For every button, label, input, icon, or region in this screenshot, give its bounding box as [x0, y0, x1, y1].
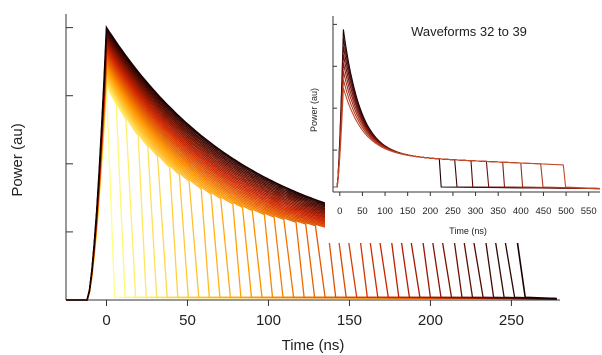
main-series-line [66, 57, 557, 301]
main-series-line [66, 56, 557, 301]
main-x-tick-label: 200 [418, 312, 443, 329]
inset-x-tick-label: 50 [357, 206, 368, 217]
main-series-line [66, 68, 557, 301]
inset-y-axis-label: Power (au) [309, 88, 319, 132]
inset-x-tick-label: 0 [337, 206, 342, 217]
main-series-line [66, 65, 557, 301]
main-axes: 0 50 100 150 200 250 [65, 14, 560, 329]
inset-x-tick-label: 300 [468, 206, 484, 217]
main-series-line [66, 66, 557, 301]
inset-x-axis-label: Time (ns) [449, 226, 487, 236]
main-series-line [66, 49, 557, 301]
inset-x-tick-label: 100 [377, 206, 393, 217]
main-series-line [66, 62, 557, 301]
main-x-tick-label: 50 [179, 312, 196, 329]
main-series-line [66, 54, 557, 301]
inset-chart: 0 50 100 150 200 250 300 350 400 450 500 550 Wavefo… [309, 8, 601, 243]
main-x-tick-label: 150 [337, 312, 362, 329]
inset-x-tick-label: 500 [558, 206, 574, 217]
inset-x-tick-label: 250 [445, 206, 461, 217]
main-series-line [66, 53, 557, 301]
main-series-line [66, 59, 557, 301]
inset-background [325, 8, 601, 243]
inset-series-lines [333, 29, 601, 190]
main-y-axis-label: Power (au) [9, 123, 26, 196]
inset-x-tick-label: 200 [422, 206, 438, 217]
main-series-line [66, 51, 557, 301]
main-series-line [66, 48, 557, 301]
main-x-axis-label: Time (ns) [282, 337, 345, 354]
inset-x-tick-label: 450 [536, 206, 552, 217]
main-x-tick-label: 0 [102, 312, 110, 329]
inset-x-tick-label: 350 [490, 206, 506, 217]
main-x-tick-label: 250 [499, 312, 524, 329]
inset-x-tick-label: 400 [513, 206, 529, 217]
inset-title: Waveforms 32 to 39 [411, 24, 527, 39]
inset-x-tick-label: 150 [400, 206, 416, 217]
inset-series-line [333, 87, 601, 190]
inset-axes: 0 50 100 150 200 250 300 350 400 450 500 550 [332, 16, 600, 217]
main-x-tick-label: 100 [256, 312, 281, 329]
main-series-line [66, 60, 557, 301]
inset-x-tick-label: 550 [581, 206, 597, 217]
main-series-line [66, 63, 557, 301]
